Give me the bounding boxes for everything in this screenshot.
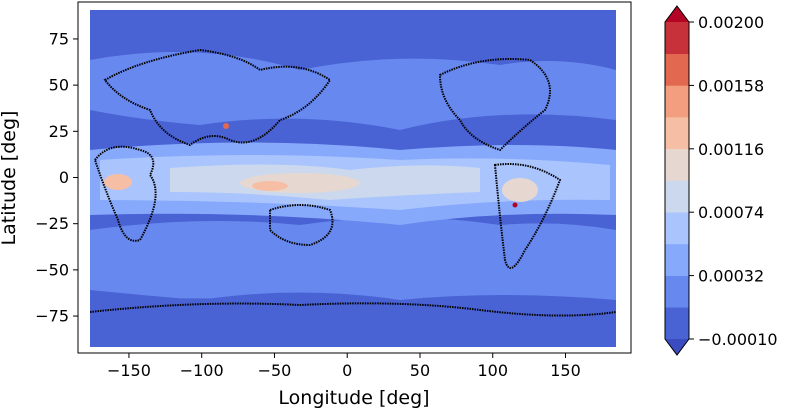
coastline-north-america	[438, 58, 551, 152]
colorbar-extend-min	[665, 339, 689, 355]
y-axis: −75 −50 −25 0 25 50 75	[35, 29, 78, 326]
contour-peak-warm-pool	[252, 181, 288, 191]
x-tick-label: −100	[180, 361, 224, 380]
colorbar-segment	[665, 148, 689, 181]
y-tick-label: 75	[49, 29, 69, 48]
y-tick-label: 50	[49, 76, 69, 95]
x-tick-label: −50	[258, 361, 292, 380]
contour-peak-andes	[512, 202, 518, 208]
colorbar-segment	[665, 212, 689, 245]
x-axis-title: Longitude [deg]	[278, 387, 429, 409]
y-tick-label: −50	[35, 260, 69, 279]
colorbar-tick-label: 0.00158	[698, 76, 764, 95]
colorbar-segment	[665, 307, 689, 340]
colorbar-segment	[665, 53, 689, 86]
colorbar-extend-max	[665, 6, 689, 22]
y-tick-label: 0	[59, 168, 69, 187]
x-axis: −150 −100 −50 0 50 100 150	[107, 353, 581, 380]
colorbar-segment	[665, 275, 689, 308]
coastline-eurasia	[103, 48, 332, 147]
coastline-antarctica	[90, 302, 616, 317]
contour-field	[90, 10, 616, 347]
colorbar-segment	[665, 85, 689, 118]
x-tick-label: 50	[410, 361, 430, 380]
contour-band-south	[90, 217, 616, 300]
coastline-africa	[93, 145, 157, 242]
coastlines	[90, 48, 616, 317]
y-tick-label: −75	[35, 307, 69, 326]
colorbar-segment	[665, 117, 689, 150]
colorbar-tick-label: 0.00200	[698, 13, 764, 32]
y-axis-title: Latitude [deg]	[0, 111, 20, 246]
x-tick-label: 100	[477, 361, 508, 380]
colorbar-segment	[665, 22, 689, 54]
colorbar-segment	[665, 180, 689, 213]
y-tick-label: −25	[35, 214, 69, 233]
x-tick-label: −150	[107, 361, 151, 380]
x-tick-label: 150	[550, 361, 581, 380]
map-panel	[77, 1, 632, 354]
colorbar-tick-label: −0.00010	[698, 330, 778, 349]
contour-band-antarctic	[90, 298, 616, 347]
coastline-south-america	[493, 163, 562, 269]
contour-peak-himalaya	[223, 123, 229, 129]
colorbar-tick-label: 0.00116	[698, 140, 764, 159]
colorbar: −0.00010 0.00032 0.00074 0.00116 0.00158 0.00…	[664, 5, 778, 356]
coastline-australia	[269, 204, 334, 247]
colorbar-segment	[665, 243, 689, 276]
contour-peak-africa	[104, 174, 132, 190]
contour-band-north	[90, 52, 616, 130]
colorbar-tick-label: 0.00032	[698, 267, 764, 286]
contour-peak-amazon	[502, 178, 538, 202]
y-tick-label: 25	[49, 122, 69, 141]
x-tick-label: 0	[342, 361, 352, 380]
colorbar-tick-label: 0.00074	[698, 203, 764, 222]
